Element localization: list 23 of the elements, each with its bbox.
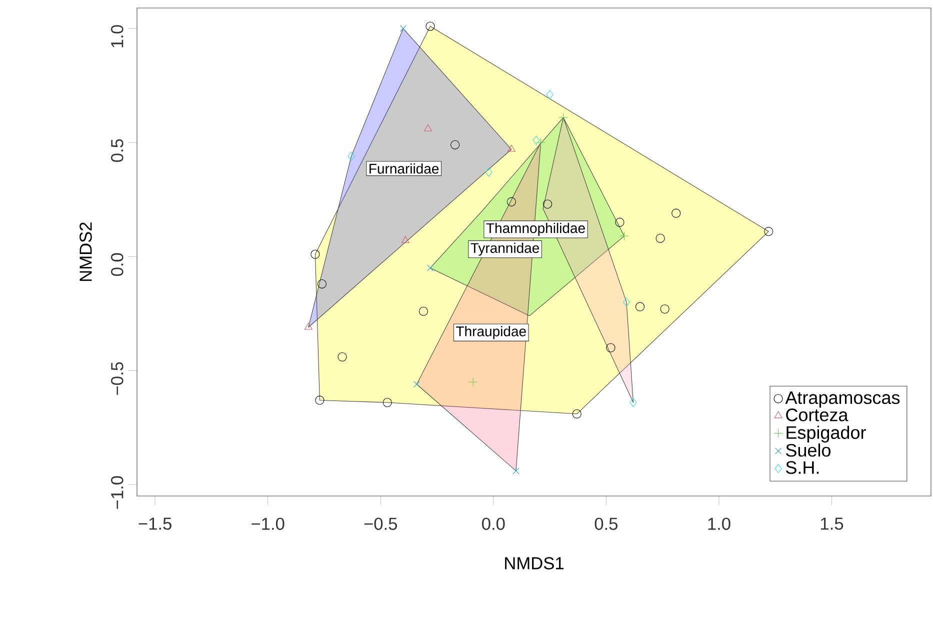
y-axis-title: NMDS2 bbox=[80, 222, 92, 281]
x-tick-label: 1.5 bbox=[821, 518, 844, 530]
x-tick-label: −0.5 bbox=[364, 518, 397, 530]
y-tick-label: 0.5 bbox=[111, 139, 124, 162]
x-tick-label: −1.5 bbox=[138, 518, 172, 530]
legend-label: Atrapamoscas bbox=[785, 391, 900, 408]
x-axis-title: NMDS1 bbox=[505, 557, 564, 570]
legend-label: Suelo bbox=[786, 443, 830, 457]
y-tick-label: −0.5 bbox=[111, 362, 124, 395]
series-label: Furnariidae bbox=[370, 163, 439, 174]
y-tick-label: 0.0 bbox=[111, 253, 124, 276]
x-tick-label: 0.5 bbox=[594, 518, 618, 530]
x-tick-label: −1.0 bbox=[252, 518, 284, 530]
series-label: Thraupidae bbox=[456, 326, 526, 340]
legend-label: Espigador bbox=[786, 426, 866, 443]
y-tick-label: −1.0 bbox=[111, 476, 124, 509]
series-label: Tyrannidae bbox=[470, 242, 540, 256]
x-tick-label: 1.0 bbox=[708, 518, 730, 530]
y-tick-label: 1.0 bbox=[111, 25, 124, 48]
legend-label: S.H. bbox=[786, 461, 819, 474]
x-tick-label: 0.0 bbox=[482, 518, 505, 530]
series-label: Thamnophilidae bbox=[486, 222, 585, 236]
legend-label: Corteza bbox=[786, 408, 848, 422]
